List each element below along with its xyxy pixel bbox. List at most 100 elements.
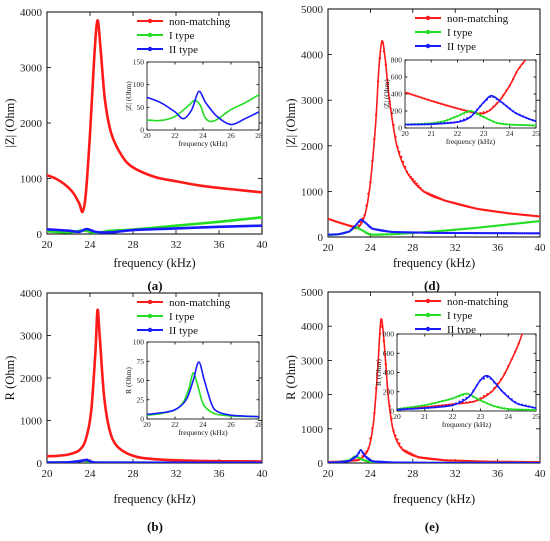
series-marker: [469, 231, 472, 235]
inset-series-marker: [453, 116, 456, 119]
series-marker: [415, 231, 418, 234]
series-marker: [475, 231, 478, 235]
series-marker: [515, 232, 519, 235]
inset-series-marker: [417, 123, 420, 126]
inset-x-tick-label: 22: [449, 412, 457, 421]
legend-label: I type: [447, 310, 472, 322]
x-tick-label: 28: [407, 468, 419, 480]
series-marker: [490, 225, 494, 228]
series-marker: [417, 231, 420, 234]
series-marker: [386, 461, 389, 463]
series-marker: [444, 461, 447, 463]
inset-series-marker: [458, 400, 461, 403]
series-marker: [448, 200, 451, 203]
series-marker: [405, 170, 409, 174]
series-marker: [388, 461, 391, 463]
series-marker: [432, 231, 436, 235]
series-marker: [371, 159, 374, 162]
inset-plot: 20 22 24 26 28 0 25 50 75 100 frequency (kHz) R (Oh…: [124, 338, 263, 438]
series-marker: [421, 456, 424, 459]
series-marker: [425, 456, 428, 460]
inset-series-marker: [439, 122, 443, 125]
inset-x-tick-label: 25: [532, 412, 540, 421]
series-marker: [413, 231, 416, 234]
inset-series-marker: [492, 105, 495, 108]
x-tick-label: 40: [257, 468, 269, 480]
series-marker: [442, 198, 445, 202]
inset-series-marker: [495, 98, 498, 101]
y-tick-label: 0: [318, 232, 324, 244]
series-marker: [500, 461, 503, 463]
x-tick-label: 40: [535, 468, 547, 480]
inset-y-tick-label: 800: [383, 330, 395, 339]
inset-series-marker: [475, 384, 479, 387]
inset-series-marker: [503, 372, 506, 375]
series-marker: [475, 226, 478, 230]
series-marker: [482, 225, 486, 229]
y-tick-label: 4000: [20, 7, 43, 19]
series-marker: [348, 224, 351, 227]
series-marker: [403, 231, 407, 234]
series-marker: [403, 449, 407, 452]
inset-series-marker: [430, 99, 433, 102]
series-marker: [428, 457, 432, 460]
series-marker: [525, 461, 528, 463]
series-marker: [529, 214, 532, 217]
series-marker: [369, 233, 372, 236]
series-marker: [363, 221, 366, 224]
y-tick-label: 4000: [20, 288, 43, 300]
series-marker: [463, 227, 467, 231]
series-marker: [511, 461, 515, 463]
series-marker: [480, 208, 484, 211]
y-tick-label: 0: [37, 229, 43, 241]
series-marker: [394, 230, 397, 234]
series-marker: [477, 461, 480, 463]
series-marker: [444, 199, 447, 202]
series-marker: [494, 461, 497, 463]
series-marker: [461, 227, 465, 231]
inset-series-marker: [413, 405, 416, 408]
inset-series-marker: [437, 405, 440, 408]
series-marker: [502, 461, 505, 463]
series-marker: [359, 218, 362, 221]
inset-y-tick-label: 150: [133, 58, 145, 67]
series-marker: [471, 227, 474, 230]
series-marker: [463, 461, 467, 463]
inset-series-marker: [430, 402, 433, 405]
series-marker: [398, 442, 401, 445]
inset-series-marker: [405, 91, 407, 94]
x-tick-label: 20: [42, 239, 54, 251]
series-marker: [328, 233, 332, 236]
series-marker: [355, 226, 359, 229]
series-marker: [349, 224, 353, 228]
inset-series-marker: [527, 405, 531, 408]
legend-marker: [425, 312, 431, 318]
series-marker: [527, 232, 530, 235]
series-marker: [425, 231, 428, 234]
legend-label: non-matching: [169, 297, 231, 309]
series-marker: [523, 221, 526, 224]
series-marker: [353, 456, 357, 459]
inset-series-marker: [456, 107, 459, 110]
y-tick-label: 3000: [20, 331, 43, 343]
inset-series-marker: [397, 408, 399, 411]
series-marker: [428, 461, 432, 463]
legend-marker: [147, 18, 153, 24]
series-marker: [529, 220, 532, 224]
inset-series-marker: [409, 407, 412, 410]
series-marker: [425, 191, 428, 194]
inset-series-marker: [462, 118, 466, 121]
inset-x-tick-label: 26: [227, 131, 235, 140]
series-marker: [346, 230, 349, 234]
inset-series-marker: [511, 110, 515, 113]
series-marker: [446, 229, 449, 232]
series-marker: [355, 458, 359, 462]
inset-series-marker: [515, 71, 518, 74]
y-tick-label: 1000: [301, 186, 324, 198]
legend-marker: [147, 32, 153, 38]
series-marker: [479, 461, 482, 463]
inset-y-axis-label: |Z| (Ohm): [382, 79, 391, 109]
series-marker: [417, 184, 420, 188]
inset-y-tick-label: 600: [383, 349, 395, 358]
inset-series-marker: [462, 112, 466, 115]
